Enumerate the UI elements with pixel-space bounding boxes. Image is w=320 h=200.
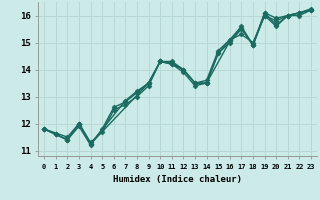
X-axis label: Humidex (Indice chaleur): Humidex (Indice chaleur) (113, 175, 242, 184)
